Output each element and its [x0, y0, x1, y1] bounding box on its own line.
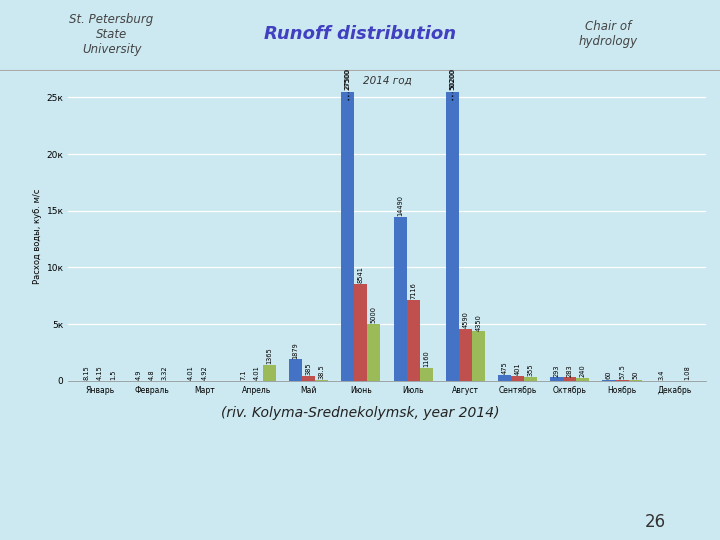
- Bar: [472, 332, 485, 381]
- Bar: [354, 284, 367, 381]
- Bar: [420, 368, 433, 381]
- Text: (riv. Kolyma-Srednekolymsk, year 2014): (riv. Kolyma-Srednekolymsk, year 2014): [221, 406, 499, 420]
- Text: 26: 26: [644, 514, 666, 531]
- Text: 4350: 4350: [475, 314, 482, 330]
- Text: 27500: 27500: [345, 69, 351, 90]
- Bar: [603, 380, 616, 381]
- Y-axis label: Расход воды, куб. м/с: Расход воды, куб. м/с: [33, 188, 42, 284]
- Text: 27500: 27500: [345, 68, 351, 89]
- Text: 50200: 50200: [449, 69, 455, 90]
- Text: 1160: 1160: [423, 350, 429, 367]
- Bar: [616, 380, 629, 381]
- Bar: [524, 377, 537, 381]
- Text: St. Petersburg
State
University: St. Petersburg State University: [69, 13, 154, 56]
- Text: 4590: 4590: [462, 311, 468, 328]
- Text: 4.01: 4.01: [253, 365, 259, 380]
- Bar: [394, 217, 407, 381]
- Text: 3.32: 3.32: [162, 365, 168, 380]
- Text: 1365: 1365: [266, 348, 272, 364]
- Text: 293: 293: [554, 364, 559, 376]
- Text: 50: 50: [632, 371, 638, 379]
- Text: 385: 385: [306, 363, 312, 375]
- Bar: [576, 378, 590, 381]
- Bar: [511, 376, 524, 381]
- Text: 401: 401: [515, 363, 521, 375]
- Text: 60: 60: [606, 370, 612, 379]
- Text: 4.92: 4.92: [201, 365, 207, 380]
- Bar: [289, 360, 302, 381]
- Text: 50200: 50200: [449, 68, 455, 89]
- Text: Runoff distribution: Runoff distribution: [264, 25, 456, 43]
- Text: 38.5: 38.5: [319, 364, 325, 380]
- Bar: [341, 92, 354, 381]
- Text: 1.5: 1.5: [109, 369, 116, 380]
- Text: 4.8: 4.8: [149, 369, 155, 380]
- Bar: [407, 300, 420, 381]
- Text: 4.9: 4.9: [136, 369, 142, 380]
- Text: 7.1: 7.1: [240, 369, 246, 380]
- Text: 8541: 8541: [358, 266, 364, 283]
- Bar: [629, 380, 642, 381]
- Text: 1879: 1879: [292, 342, 299, 359]
- Text: 355: 355: [528, 363, 534, 376]
- Bar: [498, 375, 511, 381]
- Bar: [459, 329, 472, 381]
- Bar: [446, 92, 459, 381]
- Bar: [563, 377, 576, 381]
- Bar: [302, 376, 315, 381]
- Text: Chair of
hydrology: Chair of hydrology: [579, 20, 638, 48]
- Text: 57.5: 57.5: [619, 364, 625, 379]
- Text: 240: 240: [580, 364, 586, 377]
- Text: 3.4: 3.4: [658, 369, 665, 380]
- Text: 8.15: 8.15: [84, 365, 90, 380]
- Text: 283: 283: [567, 364, 573, 376]
- Bar: [263, 365, 276, 381]
- Text: 4.15: 4.15: [96, 365, 103, 380]
- Bar: [367, 324, 380, 381]
- Text: 7116: 7116: [410, 282, 416, 299]
- Bar: [550, 377, 563, 381]
- Text: 475: 475: [502, 362, 508, 374]
- Text: 1.08: 1.08: [684, 365, 690, 380]
- Text: 14490: 14490: [397, 195, 403, 215]
- Text: 5000: 5000: [371, 306, 377, 323]
- Text: 4.01: 4.01: [188, 365, 194, 380]
- Text: 2014 год: 2014 год: [363, 76, 411, 86]
